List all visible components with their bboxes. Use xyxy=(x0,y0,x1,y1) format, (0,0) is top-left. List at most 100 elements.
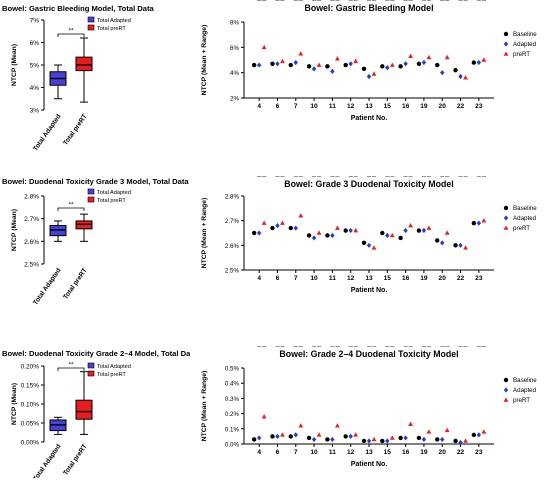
y-axis-label: NTCP (Mean) xyxy=(11,383,18,425)
x-tick-label: 7 xyxy=(294,275,298,282)
x-tick-label: 19 xyxy=(420,103,428,110)
point-adapted xyxy=(440,436,445,443)
point-adapted xyxy=(366,242,372,248)
point-prert xyxy=(353,227,359,233)
point-adapted xyxy=(256,230,262,236)
x-tick-label: 20 xyxy=(439,275,447,282)
x-tick-label: 20 xyxy=(439,449,447,456)
y-tick-label: 0.00% xyxy=(21,440,40,447)
x-tick-label: 22 xyxy=(457,275,465,282)
point-prert xyxy=(261,414,267,419)
x-tick-label: 16 xyxy=(402,449,410,456)
point-prert xyxy=(334,225,340,230)
point-baseline xyxy=(471,220,477,226)
chart-title: Bowel: Grade 2–4 Duodenal Toxicity Model xyxy=(279,349,458,359)
x-tick-label: 4 xyxy=(257,103,261,110)
point-baseline xyxy=(453,243,458,248)
point-adapted xyxy=(476,220,482,226)
legend-label: preRT xyxy=(513,51,530,58)
legend-swatch xyxy=(87,188,95,195)
point-prert xyxy=(353,432,359,437)
y-tick-label: 2.5% xyxy=(225,268,240,275)
point-prert xyxy=(408,223,414,228)
point-prert xyxy=(389,62,395,67)
point-baseline xyxy=(380,230,385,236)
point-baseline xyxy=(398,235,403,241)
point-baseline xyxy=(398,435,403,441)
x-tick-label: 10 xyxy=(310,449,318,456)
legend-label: Adapted xyxy=(513,215,537,222)
scatter-chart-grade24: Bowel: Grade 2–4 Duodenal Toxicity Model… xyxy=(201,345,537,468)
point-adapted xyxy=(256,435,262,441)
point-baseline xyxy=(416,228,422,233)
point-adapted xyxy=(275,61,280,67)
legend-label: Total Adapted xyxy=(97,18,131,24)
x-tick-label: 19 xyxy=(420,275,428,282)
x-category-label: Total preRT xyxy=(62,443,88,477)
y-tick-label: 0.15% xyxy=(21,383,40,390)
point-prert xyxy=(298,423,304,428)
y-tick-label: 8% xyxy=(230,20,239,27)
point-baseline xyxy=(343,62,348,68)
point-prert xyxy=(280,58,285,64)
legend-marker-prert xyxy=(503,225,509,230)
point-baseline xyxy=(288,62,293,68)
x-tick-label: 6 xyxy=(276,275,280,282)
point-adapted xyxy=(366,438,372,444)
legend-marker-prert xyxy=(503,51,509,56)
chart-title: Bowel: Grade 3 Duodenal Toxicity Model xyxy=(284,179,453,189)
legend-swatch xyxy=(87,196,95,203)
point-prert xyxy=(408,53,414,58)
box-panel-grade3: Bowel: Duodenal Toxicity Grade 3 Model, … xyxy=(0,172,190,307)
point-baseline xyxy=(325,64,330,69)
legend-label: Total Adapted xyxy=(97,364,131,370)
legend-marker-adapted xyxy=(503,387,509,393)
x-tick-label: 13 xyxy=(365,275,373,282)
y-tick-label: 2.6% xyxy=(24,239,39,246)
x-axis-label: Patient No. xyxy=(351,287,388,294)
significance-label: ** xyxy=(68,28,74,35)
x-tick-label: 15 xyxy=(384,275,392,282)
box-panel-grade24: Bowel: Duodenal Toxicity Grade 2–4 Model… xyxy=(0,342,198,483)
y-tick-label: 0.5% xyxy=(225,366,240,373)
point-prert xyxy=(389,232,395,238)
point-adapted xyxy=(348,433,353,439)
legend-label: Total preRT xyxy=(97,198,126,204)
y-axis-label: NTCP (Mean) xyxy=(11,209,18,251)
point-adapted xyxy=(311,436,317,443)
point-prert xyxy=(280,432,285,437)
point-baseline xyxy=(453,438,458,444)
y-tick-label: 4% xyxy=(30,85,40,92)
point-prert xyxy=(444,230,450,235)
legend-label: Total preRT xyxy=(97,372,126,378)
x-tick-label: 12 xyxy=(347,449,355,456)
x-tick-label: 23 xyxy=(475,103,483,110)
point-adapted xyxy=(403,61,408,67)
legend-label: preRT xyxy=(513,397,530,404)
legend-marker-adapted xyxy=(503,41,509,47)
y-axis-label: NTCP (Mean + Range) xyxy=(201,371,208,442)
legend-marker-prert xyxy=(503,397,509,402)
point-prert xyxy=(261,44,267,50)
point-prert xyxy=(298,51,304,56)
scatter-panel-gastric: Bowel: Gastric Bleeding Model 2% 4% 6% 8% NTC… xyxy=(192,0,550,132)
point-prert xyxy=(371,245,377,250)
significance-bracket xyxy=(57,33,85,37)
point-adapted xyxy=(348,227,353,234)
point-baseline xyxy=(380,438,385,444)
y-tick-label: 2.7% xyxy=(225,218,240,225)
x-tick-label: 16 xyxy=(402,275,410,282)
point-prert xyxy=(444,54,450,60)
legend-swatch xyxy=(87,370,95,377)
point-adapted xyxy=(385,232,390,239)
y-tick-label: 0.20% xyxy=(21,364,40,371)
x-category-label: Total Adapted xyxy=(32,443,63,478)
point-baseline xyxy=(343,434,348,439)
box-iqr xyxy=(75,399,93,420)
point-adapted xyxy=(366,73,372,80)
legend-label: preRT xyxy=(513,225,530,232)
point-baseline xyxy=(325,233,330,238)
x-tick-label: 15 xyxy=(384,449,392,456)
point-adapted xyxy=(275,433,280,439)
y-tick-label: 3% xyxy=(30,108,40,115)
